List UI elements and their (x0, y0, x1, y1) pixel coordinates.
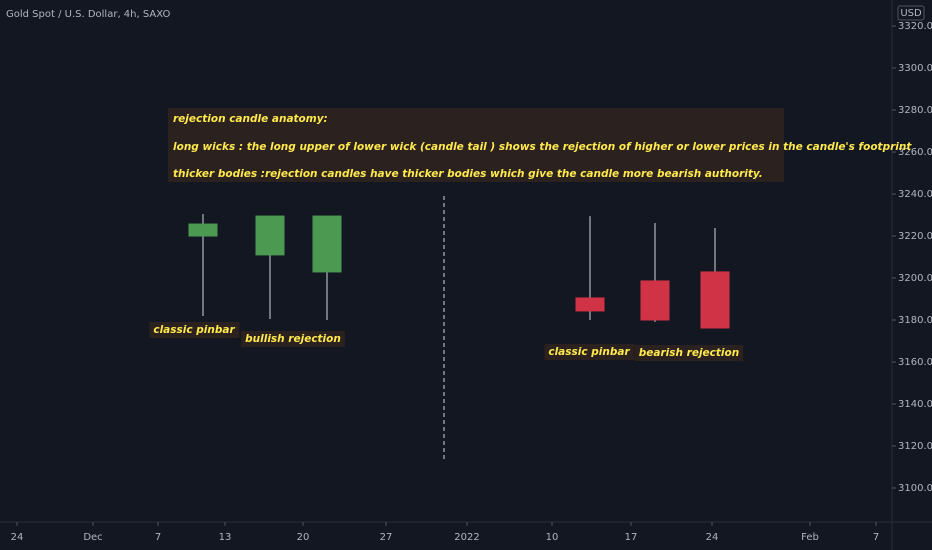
candle-body (700, 271, 730, 329)
y-tick-label: 3200.00 (898, 273, 932, 284)
y-tick-label: 3220.00 (898, 231, 932, 242)
x-tick-label: 2022 (454, 532, 479, 543)
y-tick-label: 3280.00 (898, 105, 932, 116)
x-tick-label: 27 (380, 532, 393, 543)
candle-body (640, 280, 670, 321)
x-tick-label: 24 (706, 532, 719, 543)
candle-label: classic pinbar (548, 346, 630, 358)
currency: USD (900, 8, 922, 19)
x-tick-label: 7 (873, 532, 879, 543)
y-tick-label: 3240.00 (898, 189, 932, 200)
candle-body (188, 223, 218, 237)
candle-body (575, 297, 605, 312)
x-tick-label: 24 (11, 532, 24, 543)
y-tick-label: 3140.00 (898, 399, 932, 410)
y-tick-label: 3160.00 (898, 357, 932, 368)
x-tick-label: 17 (625, 532, 638, 543)
candle-label: bearish rejection (639, 347, 739, 359)
note-box (168, 108, 784, 182)
note-line: rejection candle anatomy: (173, 113, 328, 125)
candle-label: bullish rejection (245, 333, 341, 345)
note-line: long wicks : the long upper of lower wic… (173, 141, 912, 153)
x-tick-label: Feb (801, 532, 819, 543)
x-tick-label: Dec (83, 532, 102, 543)
candle-label: classic pinbar (153, 324, 235, 336)
y-tick-label: 3100.00 (898, 483, 932, 494)
x-tick-label: 10 (546, 532, 559, 543)
y-tick-label: 3180.00 (898, 315, 932, 326)
candle-body (255, 215, 285, 256)
label-bg (241, 331, 345, 347)
chart-title: Gold Spot / U.S. Dollar, 4h, SAXO (6, 9, 170, 20)
y-tick-label: 3320.00 (898, 21, 932, 32)
note-line: thicker bodies :rejection candles have t… (173, 168, 763, 180)
x-tick-label: 7 (155, 532, 161, 543)
x-tick-label: 20 (297, 532, 310, 543)
y-tick-label: 3300.00 (898, 63, 932, 74)
y-tick-label: 3260.00 (898, 147, 932, 158)
y-tick-label: 3120.00 (898, 441, 932, 452)
label-bg (149, 322, 240, 338)
candle-body (312, 215, 342, 273)
currency-box (897, 5, 925, 21)
label-bg (544, 344, 635, 360)
x-tick-label: 13 (219, 532, 232, 543)
label-bg (634, 345, 744, 361)
